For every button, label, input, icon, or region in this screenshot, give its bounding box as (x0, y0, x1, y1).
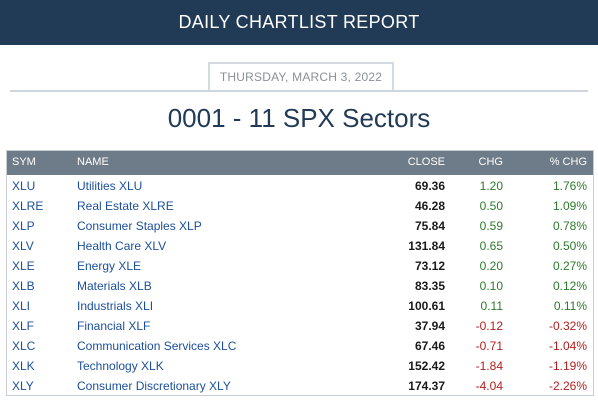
table-row: XLU Utilities XLU 69.36 1.20 1.76% (7, 176, 593, 196)
row-pct-change-value: -2.26% (548, 379, 587, 393)
row-change-value: 0.11 (480, 299, 503, 313)
table-row: XLV Health Care XLV 131.84 0.65 0.50% (7, 236, 593, 256)
row-symbol-link[interactable]: XLK (12, 359, 35, 373)
col-header-chg[interactable]: CHG (478, 156, 503, 168)
col-header-name[interactable]: NAME (77, 156, 109, 168)
col-header-sym[interactable]: SYM (12, 156, 36, 168)
row-name-link[interactable]: Energy XLE (77, 259, 142, 273)
row-symbol-link[interactable]: XLI (12, 299, 31, 313)
sector-table: SYM NAME CLOSE CHG % CHG XLU Utilities XL… (6, 150, 594, 396)
row-change-value: 0.10 (479, 279, 503, 293)
row-name-link[interactable]: Consumer Discretionary XLY (77, 379, 231, 393)
row-close-value: 83.35 (414, 279, 445, 293)
table-row: XLI Industrials XLI 100.61 0.11 0.11% (7, 296, 593, 316)
col-header-close[interactable]: CLOSE (407, 156, 445, 168)
report-date-text: THURSDAY, MARCH 3, 2022 (219, 70, 383, 84)
row-pct-change-value: -1.19% (548, 359, 587, 373)
row-symbol-link[interactable]: XLE (12, 259, 35, 273)
table-header: SYM NAME CLOSE CHG % CHG (7, 151, 593, 175)
report-banner: DAILY CHARTLIST REPORT (0, 0, 598, 45)
row-change-value: 0.65 (479, 239, 503, 253)
row-name-link[interactable]: Technology XLK (77, 359, 164, 373)
row-close-value: 73.12 (414, 259, 445, 273)
row-close-value: 67.46 (414, 339, 445, 353)
row-close-value: 131.84 (408, 239, 445, 253)
banner-title: DAILY CHARTLIST REPORT (178, 12, 420, 32)
row-change-value: -0.71 (475, 339, 503, 353)
row-change-value: 1.20 (479, 179, 503, 193)
row-name-link[interactable]: Utilities XLU (77, 179, 143, 193)
table-row: XLB Materials XLB 83.35 0.10 0.12% (7, 276, 593, 296)
row-change-value: -4.04 (475, 379, 503, 393)
row-close-value: 174.37 (408, 379, 445, 393)
row-name-link[interactable]: Materials XLB (77, 279, 152, 293)
row-symbol-link[interactable]: XLV (12, 239, 34, 253)
row-pct-change-value: 1.76% (552, 179, 587, 193)
row-name-link[interactable]: Industrials XLI (77, 299, 154, 313)
row-name-link[interactable]: Real Estate XLRE (77, 199, 174, 213)
table-row: XLE Energy XLE 73.12 0.20 0.27% (7, 256, 593, 276)
row-name-link[interactable]: Financial XLF (77, 319, 151, 333)
row-close-value: 37.94 (414, 319, 445, 333)
table-row: XLY Consumer Discretionary XLY 174.37 -4.04… (7, 376, 593, 396)
row-change-value: 0.59 (479, 219, 503, 233)
page-title-text: 0001 - 11 SPX Sectors (167, 102, 431, 133)
row-pct-change-value: 0.12% (552, 279, 587, 293)
row-name-link[interactable]: Health Care XLV (77, 239, 167, 253)
row-pct-change-value: 0.11% (553, 299, 587, 313)
row-symbol-link[interactable]: XLF (12, 319, 35, 333)
row-pct-change-value: -1.04% (548, 339, 587, 353)
col-header-pct-chg[interactable]: % CHG (549, 156, 587, 168)
row-symbol-link[interactable]: XLC (12, 339, 36, 353)
row-close-value: 75.84 (414, 219, 445, 233)
row-pct-change-value: 0.78% (552, 219, 587, 233)
row-symbol-link[interactable]: XLB (12, 279, 35, 293)
row-change-value: -0.12 (475, 319, 503, 333)
row-pct-change-value: -0.32% (548, 319, 587, 333)
row-close-value: 69.36 (414, 179, 445, 193)
row-change-value: 0.50 (479, 199, 503, 213)
table-row: XLF Financial XLF 37.94 -0.12 -0.32% (7, 316, 593, 336)
row-symbol-link[interactable]: XLRE (12, 199, 44, 213)
row-close-value: 152.42 (408, 359, 445, 373)
row-close-value: 100.61 (408, 299, 445, 313)
row-name-link[interactable]: Communication Services XLC (77, 339, 237, 353)
row-symbol-link[interactable]: XLU (12, 179, 36, 193)
row-symbol-link[interactable]: XLY (12, 379, 34, 393)
row-change-value: 0.20 (479, 259, 503, 273)
row-pct-change-value: 1.09% (552, 199, 587, 213)
row-name-link[interactable]: Consumer Staples XLP (77, 219, 202, 233)
report-date: THURSDAY, MARCH 3, 2022 (208, 62, 394, 90)
row-pct-change-value: 0.50% (552, 239, 587, 253)
table-row: XLRE Real Estate XLRE 46.28 0.50 1.09% (7, 196, 593, 216)
row-symbol-link[interactable]: XLP (12, 219, 35, 233)
row-change-value: -1.84 (475, 359, 503, 373)
page-title: 0001 - 11 SPX Sectors (0, 100, 598, 136)
row-close-value: 46.28 (414, 199, 445, 213)
table-row: XLP Consumer Staples XLP 75.84 0.59 0.78% (7, 216, 593, 236)
table-row: XLK Technology XLK 152.42 -1.84 -1.19% (7, 356, 593, 376)
table-row: XLC Communication Services XLC 67.46 -0.71 -… (7, 336, 593, 356)
row-pct-change-value: 0.27% (552, 259, 587, 273)
date-divider (10, 90, 588, 92)
